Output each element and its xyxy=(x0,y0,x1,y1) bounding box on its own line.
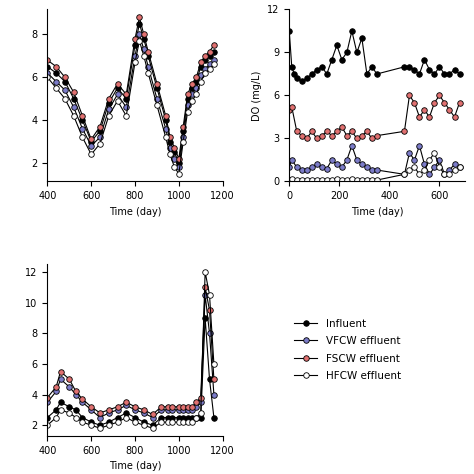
Y-axis label: DO (mg/L): DO (mg/L) xyxy=(252,70,262,121)
X-axis label: Time (day): Time (day) xyxy=(109,461,161,471)
X-axis label: Time (day): Time (day) xyxy=(109,207,161,217)
X-axis label: Time (day): Time (day) xyxy=(351,207,403,217)
Legend: Influent, VFCW effluent, FSCW effluent, HFCW effluent: Influent, VFCW effluent, FSCW effluent, … xyxy=(294,319,401,382)
